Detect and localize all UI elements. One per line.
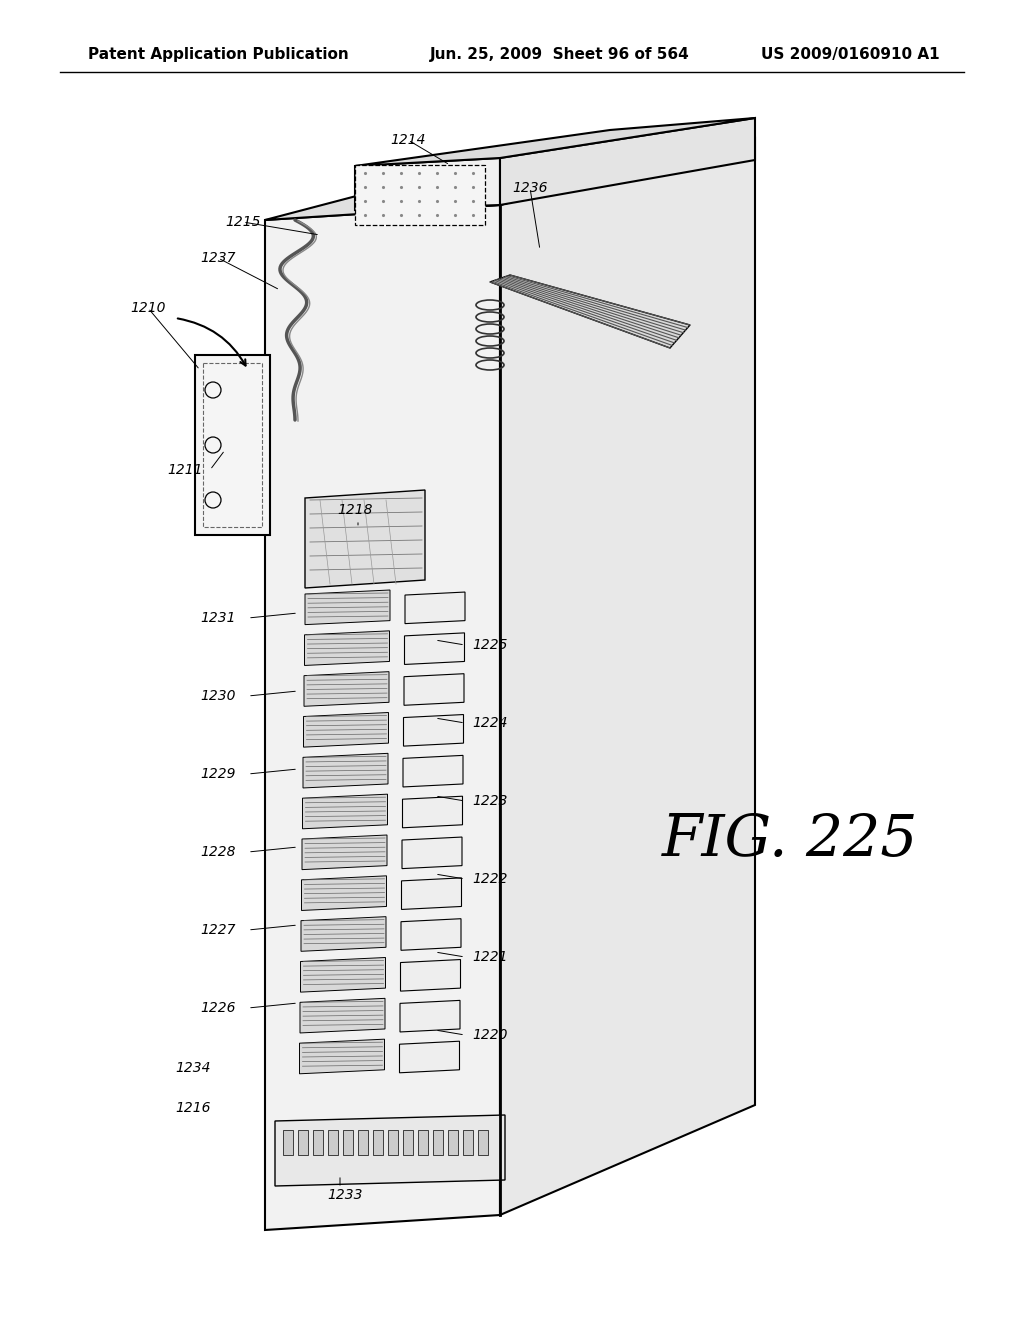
Polygon shape (300, 998, 385, 1034)
Text: 1211: 1211 (167, 463, 203, 477)
Text: 1236: 1236 (512, 181, 548, 195)
Polygon shape (401, 919, 461, 950)
Polygon shape (275, 1115, 505, 1185)
Text: 1228: 1228 (201, 845, 236, 859)
Text: 1220: 1220 (472, 1028, 508, 1041)
Polygon shape (404, 632, 465, 664)
Polygon shape (301, 916, 386, 952)
Polygon shape (403, 755, 463, 787)
Polygon shape (404, 673, 464, 705)
Polygon shape (299, 1039, 384, 1073)
Text: 1231: 1231 (201, 611, 236, 624)
Bar (298, 1130, 308, 1155)
Text: 1225: 1225 (472, 638, 508, 652)
Polygon shape (402, 837, 462, 869)
Polygon shape (490, 275, 690, 348)
Polygon shape (300, 957, 385, 993)
Bar (449, 1130, 458, 1155)
Text: 1222: 1222 (472, 873, 508, 886)
Text: 1210: 1210 (130, 301, 166, 315)
Text: FIG. 225: FIG. 225 (662, 812, 919, 869)
Polygon shape (399, 1041, 460, 1073)
Polygon shape (303, 754, 388, 788)
Polygon shape (406, 593, 465, 623)
Bar (195, 355, 270, 535)
Bar (433, 1130, 443, 1155)
Bar (313, 1130, 323, 1155)
Polygon shape (401, 878, 462, 909)
Polygon shape (302, 836, 387, 870)
Polygon shape (304, 672, 389, 706)
Text: 1237: 1237 (201, 251, 236, 265)
Polygon shape (265, 205, 500, 1230)
Bar (283, 1130, 293, 1155)
Text: US 2009/0160910 A1: US 2009/0160910 A1 (762, 48, 940, 62)
Bar (463, 1130, 473, 1155)
Bar (403, 1130, 413, 1155)
Polygon shape (400, 1001, 460, 1032)
Polygon shape (355, 117, 755, 166)
Polygon shape (303, 713, 388, 747)
Bar (343, 1130, 353, 1155)
Text: Jun. 25, 2009  Sheet 96 of 564: Jun. 25, 2009 Sheet 96 of 564 (430, 48, 690, 62)
Bar (388, 1130, 398, 1155)
Polygon shape (500, 117, 755, 205)
Polygon shape (305, 490, 425, 587)
Text: 1223: 1223 (472, 795, 508, 808)
Text: 1230: 1230 (201, 689, 236, 704)
Text: 1224: 1224 (472, 715, 508, 730)
Text: 1216: 1216 (175, 1101, 211, 1115)
Text: 1227: 1227 (201, 923, 236, 937)
Polygon shape (305, 590, 390, 624)
Bar (373, 1130, 383, 1155)
Bar (328, 1130, 338, 1155)
Bar (355, 165, 485, 224)
Polygon shape (403, 714, 464, 746)
Text: 1214: 1214 (390, 133, 426, 147)
Text: 1221: 1221 (472, 950, 508, 964)
Polygon shape (400, 960, 461, 991)
Polygon shape (500, 139, 755, 1214)
Text: 1229: 1229 (201, 767, 236, 781)
Text: 1226: 1226 (201, 1001, 236, 1015)
Bar (358, 1130, 368, 1155)
Bar (418, 1130, 428, 1155)
Text: 1218: 1218 (337, 503, 373, 517)
Text: 1233: 1233 (328, 1188, 362, 1203)
Text: 1234: 1234 (175, 1061, 211, 1074)
Polygon shape (302, 795, 387, 829)
Polygon shape (301, 876, 386, 911)
Polygon shape (304, 631, 389, 665)
Bar (203, 363, 262, 527)
Bar (478, 1130, 488, 1155)
Polygon shape (355, 158, 500, 210)
Polygon shape (402, 796, 463, 828)
Text: 1215: 1215 (225, 215, 261, 228)
Polygon shape (265, 139, 755, 220)
Text: Patent Application Publication: Patent Application Publication (88, 48, 349, 62)
